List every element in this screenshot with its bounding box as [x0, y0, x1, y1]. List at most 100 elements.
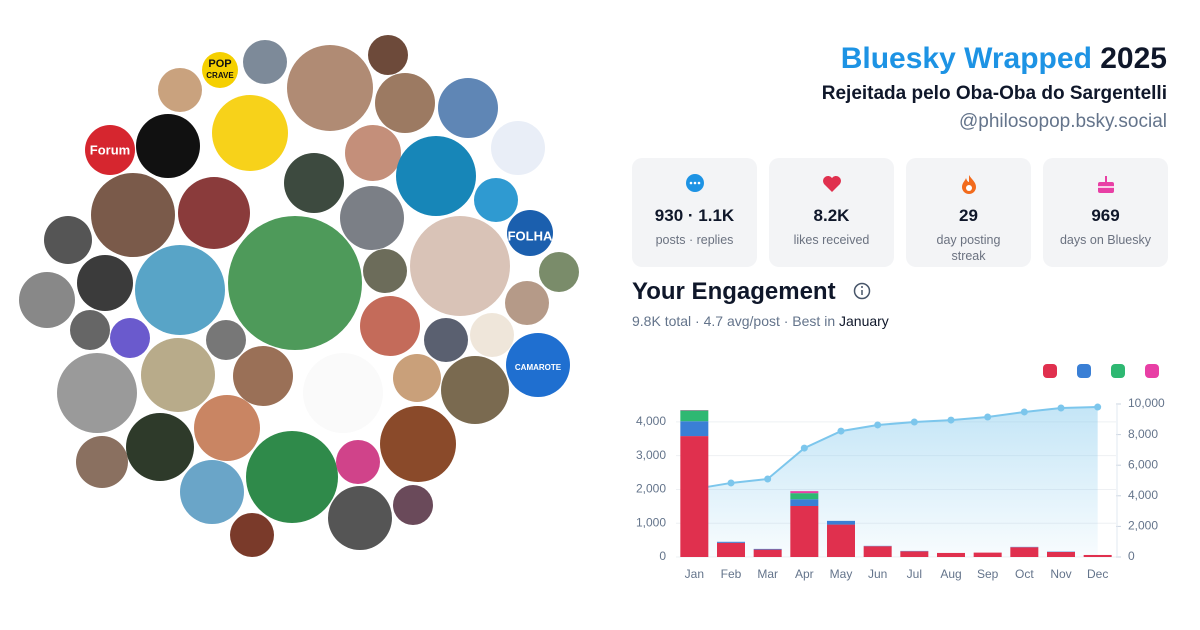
line-point — [764, 475, 772, 483]
avatar[interactable] — [328, 486, 392, 550]
x-tick-label: Nov — [1050, 567, 1071, 581]
x-tick-label: May — [830, 567, 853, 581]
posts-icon — [685, 174, 704, 192]
avatar[interactable] — [380, 406, 456, 482]
x-tick-label: Sep — [977, 567, 999, 581]
title-year: 2025 — [1100, 42, 1167, 75]
avatar[interactable] — [393, 485, 433, 525]
bar-segment — [937, 552, 965, 557]
avatar[interactable] — [336, 440, 380, 484]
bar-segment — [1010, 547, 1039, 557]
line-point — [1094, 403, 1102, 411]
avatar[interactable] — [375, 73, 435, 133]
info-icon-dot — [861, 286, 863, 288]
avatar[interactable] — [396, 136, 476, 216]
legend-icon[interactable] — [1145, 364, 1159, 378]
avatar-logo: POP — [208, 58, 231, 70]
y2-tick-label: 8,000 — [1128, 427, 1158, 441]
y2-tick-label: 2,000 — [1128, 519, 1158, 533]
avatar[interactable] — [178, 177, 250, 249]
avatar[interactable] — [363, 249, 407, 293]
avatar-logo: FOLHA — [508, 228, 553, 243]
avatar[interactable] — [246, 431, 338, 523]
avatar[interactable] — [212, 95, 288, 171]
avatar[interactable] — [340, 186, 404, 250]
x-tick-label: Jul — [907, 567, 922, 581]
avatar[interactable] — [194, 395, 260, 461]
y-tick-label: 4,000 — [636, 414, 666, 428]
avatar[interactable] — [506, 333, 570, 397]
avatar[interactable] — [424, 318, 468, 362]
avatar[interactable] — [228, 216, 362, 350]
line-point — [910, 418, 918, 426]
x-tick-label: Jun — [868, 567, 887, 581]
bar-segment — [790, 506, 819, 557]
avatar[interactable] — [206, 320, 246, 360]
y-tick-label: 3,000 — [636, 448, 666, 462]
line-point — [837, 427, 845, 435]
avatar[interactable] — [141, 338, 215, 412]
avatar[interactable] — [91, 173, 175, 257]
x-tick-label: Apr — [795, 567, 814, 581]
avatar[interactable] — [470, 313, 514, 357]
avatar[interactable] — [44, 216, 92, 264]
avatar[interactable] — [85, 125, 135, 175]
info-icon[interactable] — [853, 282, 871, 300]
avatar[interactable] — [303, 353, 383, 433]
avatar[interactable] — [507, 210, 553, 256]
bar-segment — [753, 549, 782, 557]
avatar[interactable] — [233, 346, 293, 406]
avatar[interactable] — [360, 296, 420, 356]
avatar[interactable] — [287, 45, 373, 131]
avatar[interactable] — [539, 252, 579, 292]
avatar[interactable] — [57, 353, 137, 433]
flame-icon — [961, 175, 976, 194]
avatar[interactable] — [110, 318, 150, 358]
avatar[interactable] — [505, 281, 549, 325]
avatar[interactable] — [136, 114, 200, 178]
legend-icon[interactable] — [1111, 364, 1125, 378]
avatar[interactable] — [438, 78, 498, 138]
stat-value: 930 · 1.1K — [654, 206, 735, 225]
avatar[interactable] — [77, 255, 133, 311]
stat-card: 8.2K likes received — [769, 158, 894, 267]
summary: 9.8K total · 4.7 avg/post · Best in Janu… — [632, 313, 889, 329]
avatar[interactable] — [19, 272, 75, 328]
stat-value: 8.2K — [813, 206, 850, 225]
avatar[interactable] — [135, 245, 225, 335]
avatar[interactable] — [243, 40, 287, 84]
avatar[interactable] — [126, 413, 194, 481]
legend-icon[interactable] — [1043, 364, 1057, 378]
avatar[interactable] — [441, 356, 509, 424]
avatar[interactable] — [393, 354, 441, 402]
avatar[interactable] — [410, 216, 510, 316]
stat-label: day posting streak — [936, 233, 1001, 263]
avatar[interactable] — [230, 513, 274, 557]
handle[interactable]: @philosopop.bsky.social — [959, 111, 1167, 132]
stat-label: likes received — [793, 233, 870, 247]
x-tick-label: Jan — [685, 567, 704, 581]
avatar[interactable] — [284, 153, 344, 213]
bar-segment — [863, 546, 892, 557]
avatar[interactable] — [70, 310, 110, 350]
avatar[interactable] — [368, 35, 408, 75]
bar-segment — [827, 520, 855, 525]
avatar[interactable] — [158, 68, 202, 112]
avatar[interactable] — [76, 436, 128, 488]
line-point — [800, 444, 808, 452]
avatar[interactable] — [180, 460, 244, 524]
avatar[interactable] — [474, 178, 518, 222]
bar-segment — [790, 491, 819, 494]
avatar[interactable] — [491, 121, 545, 175]
y2-tick-label: 6,000 — [1128, 457, 1158, 471]
bar-segment — [717, 542, 745, 557]
bar-segment — [753, 548, 782, 550]
avatar[interactable] — [202, 52, 238, 88]
bar-segment — [790, 493, 819, 500]
legend-icon[interactable] — [1077, 364, 1091, 378]
avatar[interactable] — [345, 125, 401, 181]
line — [694, 406, 1098, 491]
display-name: Rejeitada pelo Oba-Oba do Sargentelli — [821, 83, 1167, 104]
section-title: Your Engagement — [632, 278, 836, 305]
